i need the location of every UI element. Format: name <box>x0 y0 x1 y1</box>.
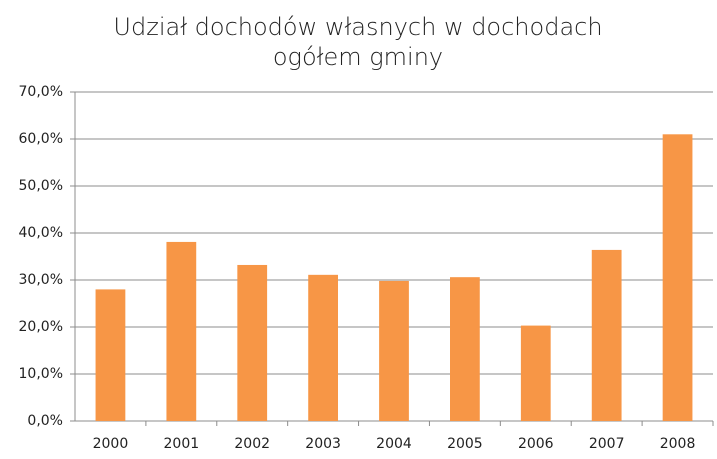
y-tick-label: 60,0% <box>19 131 63 147</box>
bar <box>237 264 268 421</box>
y-tick-label: 10,0% <box>19 366 63 382</box>
y-tick-label: 20,0% <box>19 319 63 335</box>
x-tick-label: 2001 <box>164 436 200 452</box>
y-tick-label: 70,0% <box>19 84 63 100</box>
x-tick-label: 2002 <box>234 436 270 452</box>
bar <box>166 241 197 421</box>
x-tick-label: 2007 <box>589 436 625 452</box>
bar <box>520 325 551 421</box>
x-tick-label: 2003 <box>305 436 341 452</box>
bar <box>308 274 338 421</box>
bar <box>450 277 480 421</box>
x-tick-label: 2008 <box>660 436 696 452</box>
bar <box>95 289 126 421</box>
y-tick-label: 30,0% <box>19 272 63 288</box>
bar <box>591 249 622 421</box>
chart-title: Udział dochodów własnych w dochodach ogó… <box>113 13 603 71</box>
x-tick-label: 2000 <box>93 436 129 452</box>
x-tick-label: 2004 <box>376 436 412 452</box>
y-tick-label: 0,0% <box>27 413 63 429</box>
x-tick-label: 2006 <box>518 436 554 452</box>
y-tick-label: 50,0% <box>19 178 63 194</box>
bar <box>379 280 409 421</box>
y-tick-label: 40,0% <box>19 225 63 241</box>
bar <box>662 134 693 422</box>
x-tick-label: 2005 <box>447 436 483 452</box>
